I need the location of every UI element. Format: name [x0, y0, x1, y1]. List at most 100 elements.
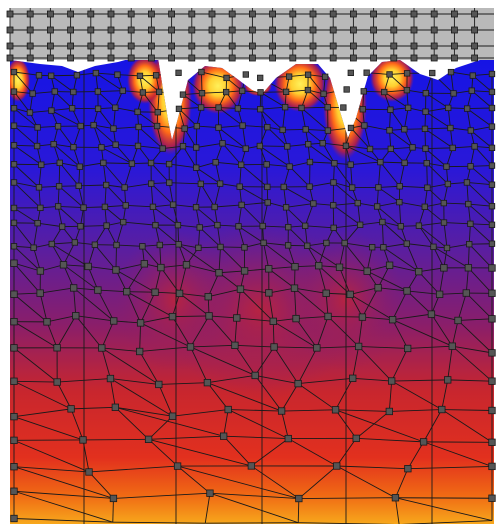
mesh-edge — [325, 293, 329, 317]
mesh-edge — [50, 75, 74, 93]
mesh-edge — [394, 497, 400, 524]
square-node-icon — [37, 204, 44, 211]
square-node-icon — [315, 262, 323, 270]
square-node-icon — [47, 72, 55, 79]
square-node-icon — [279, 126, 286, 134]
mesh-edge — [392, 319, 453, 347]
square-node-icon — [208, 26, 216, 34]
mesh-edge — [13, 380, 72, 410]
square-node-icon — [349, 54, 357, 62]
square-node-icon — [84, 262, 92, 271]
square-node-icon — [197, 104, 205, 111]
mesh-edge — [377, 162, 381, 188]
square-node-icon — [450, 42, 458, 50]
square-node-icon — [112, 266, 120, 274]
square-node-icon — [47, 54, 54, 62]
mesh-edge — [51, 91, 56, 111]
mesh-edge — [115, 263, 145, 271]
mesh-edge — [179, 293, 210, 317]
square-node-icon — [77, 223, 84, 230]
square-node-icon — [285, 224, 292, 231]
mesh-edge — [177, 465, 211, 494]
mesh-edge — [172, 316, 191, 348]
mesh-edge — [281, 409, 336, 412]
mesh-edge — [305, 128, 328, 132]
mesh-edge — [83, 206, 105, 209]
mesh-edge — [364, 125, 390, 131]
square-node-icon — [157, 263, 165, 272]
square-node-icon — [10, 436, 18, 445]
square-node-icon — [438, 405, 446, 414]
square-node-icon — [215, 124, 222, 131]
square-node-icon — [10, 105, 18, 112]
mesh-edge — [172, 204, 179, 226]
mesh-edge — [333, 224, 361, 229]
mesh-edge — [334, 162, 353, 188]
square-node-icon — [444, 376, 452, 384]
square-node-icon — [415, 267, 423, 276]
square-node-icon — [284, 242, 292, 249]
square-node-icon — [77, 122, 84, 130]
square-node-icon — [440, 264, 448, 272]
square-node-icon — [26, 26, 34, 34]
mesh-edge — [263, 242, 270, 269]
square-node-icon — [281, 104, 289, 111]
mesh-edge — [73, 287, 98, 291]
square-node-icon — [330, 224, 337, 231]
mesh-edge — [273, 318, 297, 322]
square-node-icon — [464, 264, 473, 272]
mesh-edge — [470, 223, 493, 226]
mesh-edge — [283, 166, 291, 188]
square-node-icon — [156, 241, 163, 249]
square-node-icon — [114, 71, 121, 78]
square-node-icon — [346, 290, 354, 299]
square-node-icon — [488, 88, 496, 96]
mesh-edge — [318, 265, 351, 295]
square-node-icon — [354, 342, 363, 351]
square-node-icon — [47, 42, 54, 50]
square-node-icon — [488, 264, 496, 272]
mesh-edge — [376, 206, 402, 227]
mesh-edge — [53, 143, 74, 148]
mesh-edge — [155, 224, 179, 245]
square-node-icon — [488, 162, 496, 169]
mesh-edge — [234, 317, 238, 346]
mesh-edge — [76, 72, 96, 76]
mesh-edge — [458, 318, 493, 321]
square-node-icon — [113, 241, 120, 249]
square-node-icon — [443, 163, 450, 170]
mesh-edge — [407, 441, 425, 469]
mesh-edge — [173, 204, 197, 208]
square-node-icon — [54, 123, 62, 130]
mesh-edge — [234, 345, 256, 376]
mesh-edge — [287, 143, 309, 147]
mesh-edge — [263, 242, 289, 246]
mesh-edge — [309, 161, 335, 164]
mesh-edge — [179, 292, 209, 298]
square-node-icon — [324, 312, 332, 321]
square-node-icon — [26, 109, 34, 116]
square-node-icon — [405, 104, 412, 111]
mesh-edge — [407, 465, 493, 470]
mesh-edge — [467, 244, 470, 268]
square-node-icon — [467, 163, 474, 170]
mesh-edge — [29, 110, 52, 113]
square-node-icon — [231, 341, 239, 349]
square-node-icon — [156, 88, 163, 95]
square-node-icon — [342, 142, 350, 149]
square-node-icon — [374, 284, 382, 292]
mesh-edge — [102, 162, 107, 186]
square-node-icon — [10, 142, 18, 149]
mesh-edge — [142, 92, 159, 113]
mesh-edge — [56, 315, 77, 349]
mesh-edge — [115, 406, 173, 417]
square-node-icon — [467, 127, 474, 134]
square-node-icon — [48, 240, 55, 248]
square-node-icon — [329, 54, 337, 62]
square-node-icon — [6, 42, 14, 50]
square-node-icon — [26, 10, 34, 18]
mesh-edge — [383, 246, 419, 273]
square-node-icon — [354, 199, 361, 207]
mesh-edge — [287, 226, 308, 247]
square-node-icon — [198, 90, 206, 97]
